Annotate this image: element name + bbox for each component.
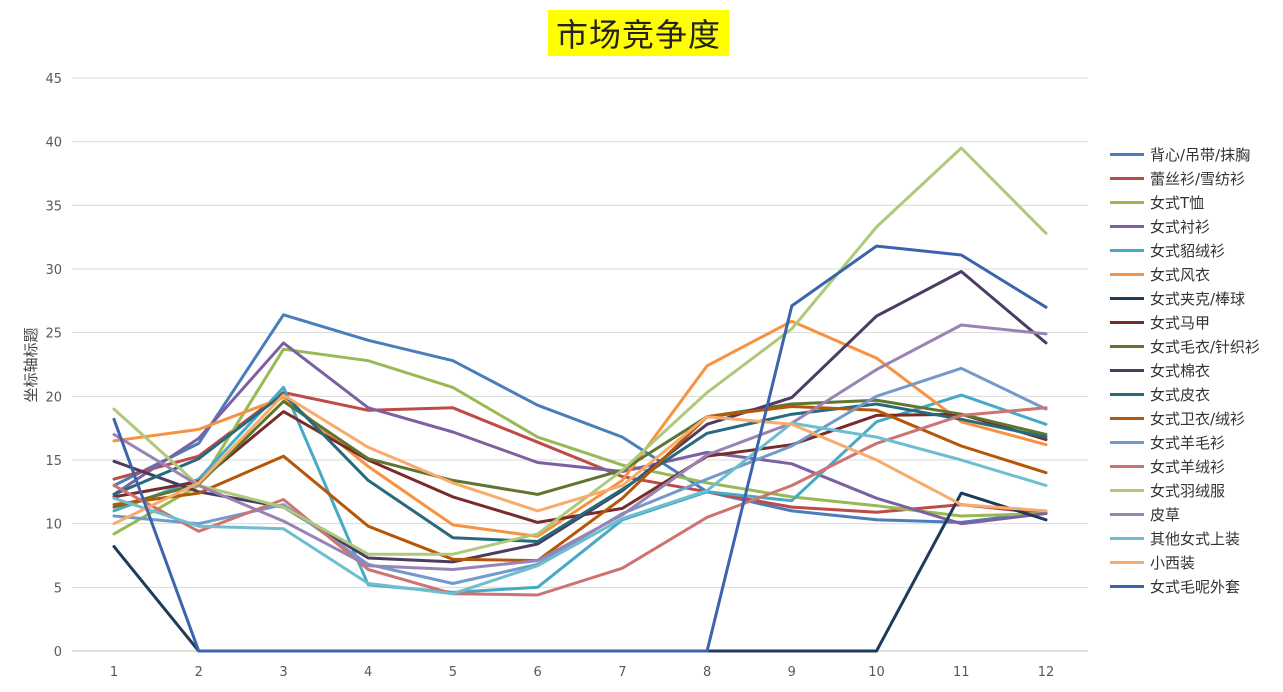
legend-item: 其他女式上装 [1110, 526, 1282, 550]
legend-swatch [1110, 320, 1144, 324]
legend-item: 蕾丝衫/雪纺衫 [1110, 166, 1282, 190]
legend-swatch [1110, 512, 1144, 516]
legend-item: 背心/吊带/抹胸 [1110, 142, 1282, 166]
series-line-16 [112, 323, 1048, 571]
legend-swatch [1110, 392, 1144, 396]
y-tick-label: 15 [45, 454, 62, 469]
legend-item: 女式皮衣 [1110, 382, 1282, 406]
legend-swatch [1110, 152, 1144, 156]
series-line-1 [112, 313, 1048, 524]
gridlines [72, 77, 1088, 652]
x-tick-label: 3 [279, 665, 287, 680]
series-line-19 [112, 244, 1048, 653]
y-tick-label: 25 [45, 327, 62, 342]
x-tick-label: 1 [110, 665, 118, 680]
legend-label: 女式毛呢外套 [1150, 577, 1241, 596]
legend-item: 女式棉衣 [1110, 358, 1282, 382]
series-lines [112, 146, 1048, 653]
legend-item: 女式衬衫 [1110, 214, 1282, 238]
x-tick-label: 6 [533, 665, 541, 680]
legend-item: 女式卫衣/绒衫 [1110, 406, 1282, 430]
chart-title: 市场竞争度 [556, 16, 722, 54]
legend-swatch [1110, 440, 1144, 444]
legend-swatch [1110, 536, 1144, 540]
y-tick-label: 40 [45, 136, 62, 151]
series-line-12 [112, 405, 1048, 563]
legend-swatch [1110, 416, 1144, 420]
x-tick-label: 9 [788, 665, 796, 680]
chart-title-box: 市场竞争度 [548, 10, 730, 56]
legend-swatch [1110, 296, 1144, 300]
legend-label: 女式马甲 [1150, 313, 1211, 332]
legend-label: 女式T恤 [1150, 193, 1205, 212]
x-tick-label: 2 [195, 665, 203, 680]
legend-item: 女式毛呢外套 [1110, 574, 1282, 598]
x-tick-label: 10 [868, 665, 885, 680]
legend-label: 女式羊毛衫 [1150, 433, 1226, 452]
legend-swatch [1110, 176, 1144, 180]
series-line-11 [112, 392, 1048, 543]
legend-swatch [1110, 464, 1144, 468]
legend-label: 小西装 [1150, 553, 1196, 572]
legend-label: 女式风衣 [1150, 265, 1211, 284]
legend-swatch [1110, 368, 1144, 372]
legend-swatch [1110, 584, 1144, 588]
legend-swatch [1110, 272, 1144, 276]
x-tick-label: 12 [1038, 665, 1055, 680]
legend-label: 蕾丝衫/雪纺衫 [1150, 169, 1246, 188]
series-line-18 [112, 393, 1048, 526]
legend-label: 女式皮衣 [1150, 385, 1211, 404]
y-axis-title: 坐标轴标题 [22, 327, 40, 402]
series-line-9 [112, 398, 1048, 509]
legend-item: 女式羊绒衫 [1110, 454, 1282, 478]
legend-item: 女式T恤 [1110, 190, 1282, 214]
y-tick-label: 20 [45, 390, 62, 405]
legend-swatch [1110, 248, 1144, 252]
y-tick-label: 5 [54, 581, 62, 596]
legend: 背心/吊带/抹胸 蕾丝衫/雪纺衫 女式T恤女式衬衫女式貂绒衫女式风衣女式夹克/棒球女… [1110, 142, 1282, 598]
y-tick-label: 45 [45, 72, 62, 87]
x-tick-label: 5 [449, 665, 457, 680]
legend-label: 皮草 [1150, 505, 1181, 524]
legend-label: 女式夹克/棒球 [1150, 289, 1246, 308]
legend-item: 女式羽绒服 [1110, 478, 1282, 502]
legend-item: 女式羊毛衫 [1110, 430, 1282, 454]
x-tick-label: 7 [618, 665, 626, 680]
legend-swatch [1110, 560, 1144, 564]
legend-label: 女式棉衣 [1150, 361, 1211, 380]
legend-label: 女式毛衣/针织衫 [1150, 337, 1261, 356]
legend-swatch [1110, 344, 1144, 348]
legend-item: 女式夹克/棒球 [1110, 286, 1282, 310]
legend-item: 女式马甲 [1110, 310, 1282, 334]
legend-item: 女式毛衣/针织衫 [1110, 334, 1282, 358]
legend-label: 女式羊绒衫 [1150, 457, 1226, 476]
x-tick-label: 11 [953, 665, 970, 680]
series-line-3 [112, 347, 1048, 536]
legend-label: 女式卫衣/绒衫 [1150, 409, 1246, 428]
legend-swatch [1110, 224, 1144, 228]
legend-item: 皮草 [1110, 502, 1282, 526]
legend-label: 女式羽绒服 [1150, 481, 1226, 500]
legend-item: 小西装 [1110, 550, 1282, 574]
legend-swatch [1110, 488, 1144, 492]
series-line-17 [112, 421, 1048, 596]
x-axis-ticks: 1 2 3 4 5 6 7 8 9 10 11 12 [110, 665, 1054, 680]
legend-label: 其他女式上装 [1150, 529, 1241, 548]
y-tick-label: 30 [45, 263, 62, 278]
legend-item: 女式貂绒衫 [1110, 238, 1282, 262]
legend-item: 女式风衣 [1110, 262, 1282, 286]
legend-label: 女式貂绒衫 [1150, 241, 1226, 260]
y-axis-ticks: 0 5 10 15 20 25 30 35 40 45 [45, 72, 62, 660]
series-line-15 [112, 146, 1048, 556]
y-tick-label: 35 [45, 199, 62, 214]
legend-label: 背心/吊带/抹胸 [1150, 145, 1251, 164]
series-line-4 [112, 341, 1048, 526]
legend-label: 女式衬衫 [1150, 217, 1211, 236]
x-tick-label: 4 [364, 665, 372, 680]
y-tick-label: 10 [45, 518, 62, 533]
y-tick-label: 0 [54, 645, 62, 660]
x-tick-label: 8 [703, 665, 711, 680]
legend-swatch [1110, 200, 1144, 204]
